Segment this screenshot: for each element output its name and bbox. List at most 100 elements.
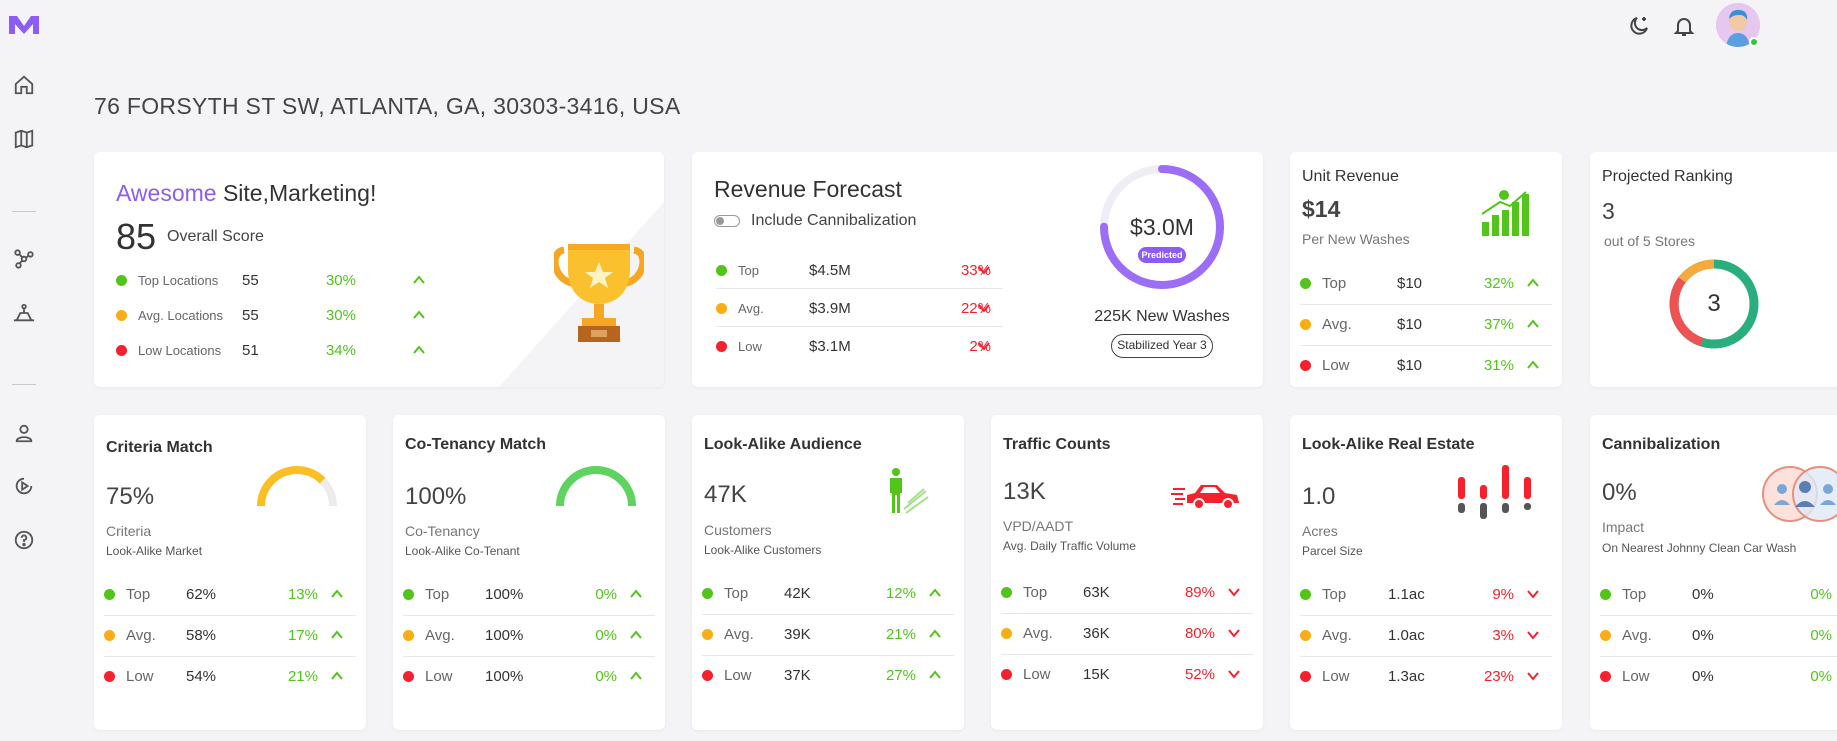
status-dot-icon — [702, 588, 713, 599]
revenue-forecast-title: Revenue Forecast — [714, 176, 902, 202]
status-dot-icon — [1300, 278, 1311, 289]
logo-icon[interactable] — [7, 12, 41, 38]
metric-row-top: Top 63K 89% — [991, 572, 1263, 613]
metric-row-top: Top Locations 55 30% — [106, 260, 425, 301]
overall-score: 85 — [116, 216, 157, 257]
sidebar — [0, 0, 48, 741]
unit-revenue-value: $14 — [1302, 196, 1341, 222]
metric-row-top: Top 42K 12% — [692, 573, 964, 614]
status-dot-icon — [716, 303, 727, 314]
revenue-ring-value: $3.0M — [1130, 214, 1194, 240]
metric-row-percent: 0% — [595, 586, 617, 603]
status-dot-icon — [1300, 360, 1311, 371]
row-divider — [403, 615, 655, 616]
metric-row-top: Top $10 32% — [1290, 263, 1562, 304]
status-dot-icon — [104, 630, 115, 641]
metric-row-low: Low 0% 0% — [1590, 656, 1837, 697]
metric-row-percent: 9% — [1492, 586, 1514, 603]
row-divider — [702, 655, 954, 656]
chevron-up-icon — [928, 668, 942, 682]
exclamation-bars-icon — [1458, 465, 1531, 519]
chevron-up-icon — [928, 627, 942, 641]
metric-row-low: Low $10 31% — [1290, 345, 1562, 386]
real-estate-value: 1.0 — [1302, 483, 1336, 510]
cannibalization-card: Cannibalization 0% Impact On Nearest Joh… — [1590, 415, 1837, 730]
play-icon[interactable] — [12, 474, 36, 498]
status-dot-icon — [1300, 671, 1311, 682]
user-icon[interactable] — [12, 421, 36, 445]
ranking-donut-value: 3 — [1707, 290, 1721, 317]
metric-row-value: 0% — [1692, 586, 1714, 603]
audience-sub1: Customers — [704, 522, 772, 538]
metric-row-avg: Avg. $3.9M 22% — [706, 288, 1013, 329]
metric-row-label: Avg. — [1023, 625, 1053, 642]
revenue-ring — [1100, 165, 1224, 289]
audience-value: 47K — [704, 481, 747, 508]
status-dot-icon — [116, 345, 127, 356]
status-dot-icon — [116, 310, 127, 321]
traffic-value: 13K — [1003, 478, 1046, 505]
criteria-gauge — [257, 466, 337, 507]
co-tenancy-gauge — [556, 466, 636, 507]
metric-row-low: Low 15K 52% — [991, 654, 1263, 695]
location-icon[interactable] — [12, 301, 36, 325]
status-dot-icon — [1600, 630, 1611, 641]
metric-row-percent: 22% — [960, 300, 991, 317]
metric-row-top: Top 62% 13% — [94, 574, 366, 615]
metric-row-percent: 3% — [1492, 627, 1514, 644]
bell-icon[interactable] — [1672, 14, 1696, 38]
chevron-up-icon — [629, 669, 643, 683]
metric-row-value: $3.9M — [809, 300, 851, 317]
status-dot-icon — [1001, 587, 1012, 598]
metric-row-label: Avg. — [724, 626, 754, 643]
metric-row-label: Avg. — [1322, 627, 1352, 644]
help-icon[interactable] — [12, 528, 36, 552]
metric-row-low: Low 37K 27% — [692, 655, 964, 696]
chevron-down-icon — [1227, 667, 1241, 681]
metric-row-value: 37K — [784, 667, 811, 684]
dark-mode-icon[interactable] — [1627, 14, 1651, 38]
metric-row-label: Low Locations — [138, 343, 222, 358]
metric-row-label: Avg. — [126, 627, 156, 644]
metric-row-avg: Avg. 1.0ac 3% — [1290, 615, 1562, 656]
unit-revenue-sub: Per New Washes — [1302, 231, 1410, 247]
chevron-up-icon — [412, 273, 426, 287]
unit-revenue-card: Unit Revenue $14 Per New Washes Top $10 32… — [1290, 152, 1562, 387]
row-divider — [104, 656, 356, 657]
metric-row-percent: 34% — [325, 342, 356, 359]
home-icon[interactable] — [12, 73, 36, 97]
metric-row-avg: Avg. 39K 21% — [692, 614, 964, 655]
sidebar-divider — [12, 211, 36, 212]
revenue-forecast-card: Revenue Forecast Include Cannibalization… — [692, 152, 1263, 387]
status-dot-icon — [1001, 628, 1012, 639]
metric-row-value: $10 — [1397, 316, 1423, 333]
metric-row-value: 100% — [485, 627, 524, 644]
map-icon[interactable] — [12, 127, 36, 151]
criteria-match-card: Criteria Match 75% Criteria Look-Alike M… — [94, 415, 366, 730]
metric-row-value: 1.0ac — [1388, 627, 1425, 644]
chevron-down-icon — [1526, 669, 1540, 683]
status-dot-icon — [403, 671, 414, 682]
cannibalization-toggle[interactable] — [714, 215, 740, 227]
online-status-icon — [1749, 37, 1759, 47]
metric-row-value: $10 — [1397, 357, 1423, 374]
metric-row-low: Low 54% 21% — [94, 656, 366, 697]
metric-row-percent: 52% — [1184, 666, 1215, 683]
metric-row-label: Avg. — [738, 301, 764, 316]
status-dot-icon — [116, 275, 127, 286]
metric-row-percent: 0% — [1810, 668, 1832, 685]
metric-row-top: Top $4.5M 33% — [706, 250, 1013, 291]
chevron-up-icon — [412, 343, 426, 357]
metric-row-low: Low $3.1M 2% — [706, 326, 1013, 367]
projected-ranking-sub: out of 5 Stores — [1604, 233, 1696, 249]
metric-row-value: 54% — [186, 668, 217, 685]
unit-revenue-title: Unit Revenue — [1302, 168, 1399, 185]
status-dot-icon — [716, 265, 727, 276]
metric-row-label: Top — [1622, 586, 1647, 603]
metric-row-low: Low 100% 0% — [393, 656, 665, 697]
projected-ranking-value: 3 — [1602, 198, 1615, 224]
criteria-match-value: 75% — [106, 483, 155, 510]
row-divider — [702, 614, 954, 615]
metric-row-percent: 0% — [595, 627, 617, 644]
network-icon[interactable] — [12, 247, 36, 271]
